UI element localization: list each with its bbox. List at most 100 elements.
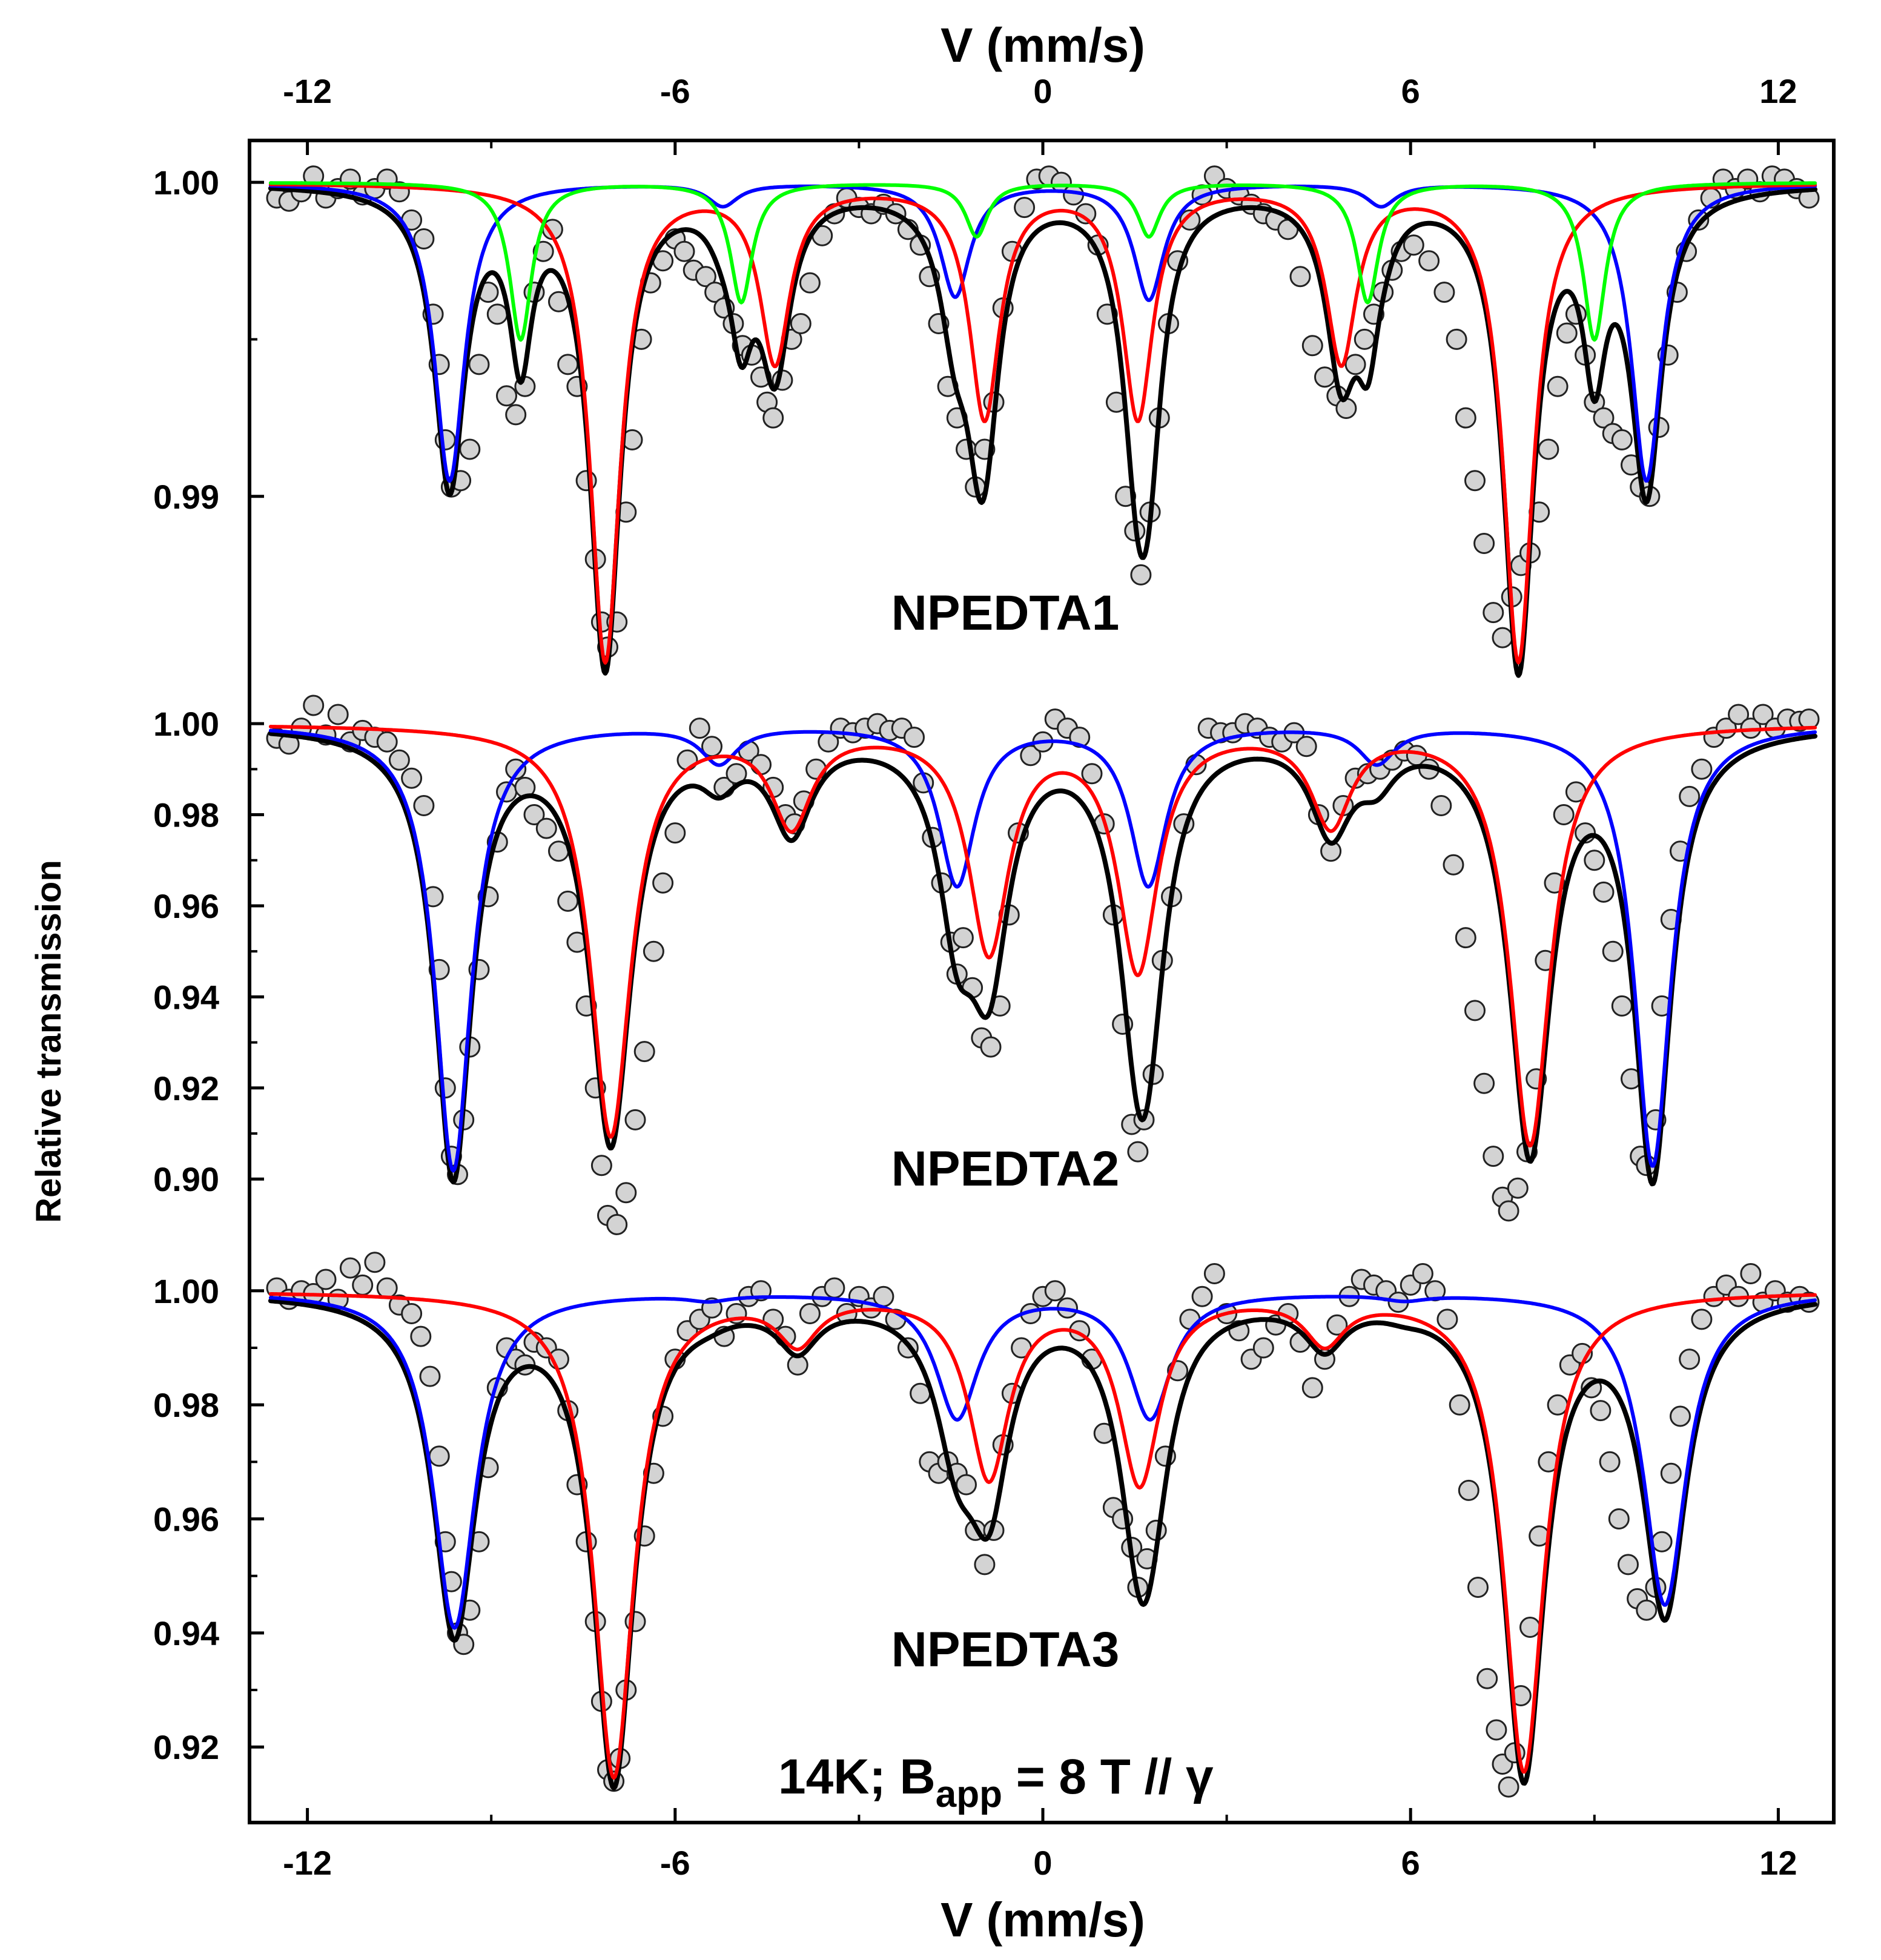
data-point bbox=[1602, 940, 1624, 962]
data-point bbox=[1473, 533, 1495, 554]
data-point bbox=[1670, 1405, 1691, 1427]
data-point bbox=[1014, 197, 1036, 219]
subspectrum-red-line bbox=[268, 182, 1817, 665]
data-point bbox=[1418, 250, 1440, 272]
data-point bbox=[606, 1213, 628, 1235]
data-point bbox=[980, 1036, 1002, 1058]
data-point bbox=[1660, 1462, 1682, 1484]
data-point bbox=[1507, 1177, 1529, 1199]
y-tick-label: 0.98 bbox=[153, 796, 219, 834]
y-tick-label: 0.90 bbox=[153, 1160, 219, 1198]
x-tick-label-bottom: 6 bbox=[1401, 1844, 1420, 1882]
data-point bbox=[496, 385, 517, 407]
data-point bbox=[352, 1274, 374, 1296]
data-point bbox=[1618, 1554, 1639, 1576]
data-point bbox=[1443, 854, 1464, 876]
data-point bbox=[410, 1325, 432, 1347]
data-point bbox=[1335, 398, 1357, 419]
data-point bbox=[695, 266, 716, 288]
data-points-npedta3 bbox=[266, 1252, 1820, 1798]
data-point bbox=[376, 731, 398, 753]
data-point bbox=[1326, 1314, 1348, 1336]
data-point bbox=[1547, 375, 1569, 397]
data-point bbox=[1473, 1072, 1495, 1094]
data-point bbox=[1403, 234, 1424, 256]
data-point bbox=[1538, 438, 1559, 460]
data-point bbox=[615, 1182, 637, 1204]
x-tick-label-top: -6 bbox=[660, 72, 690, 110]
data-point bbox=[1455, 927, 1476, 949]
y-tick-label: 0.98 bbox=[153, 1386, 219, 1424]
x-tick-label-bottom: 0 bbox=[1033, 1844, 1052, 1882]
y-tick-label: 0.99 bbox=[153, 478, 219, 516]
y-tick-label: 0.92 bbox=[153, 1069, 219, 1107]
data-point bbox=[633, 1041, 655, 1063]
fit-lines-npedta3 bbox=[268, 1292, 1818, 1790]
data-point bbox=[1130, 564, 1152, 586]
total-fit-line bbox=[268, 186, 1818, 678]
subspectrum-red-line bbox=[268, 725, 1817, 1147]
subspectrum-red-line bbox=[268, 1292, 1817, 1780]
conditions-suffix: = 8 T // γ bbox=[1002, 1749, 1214, 1804]
data-point bbox=[956, 1474, 977, 1496]
data-point bbox=[1547, 1394, 1569, 1416]
data-point bbox=[673, 240, 695, 262]
panel-label-npedta1: NPEDTA1 bbox=[891, 586, 1120, 641]
data-point bbox=[1446, 328, 1467, 350]
data-point bbox=[1679, 1348, 1701, 1370]
data-point bbox=[1191, 1285, 1213, 1307]
y-tick-label: 0.94 bbox=[153, 978, 219, 1016]
y-tick-label: 1.00 bbox=[153, 163, 219, 202]
data-point bbox=[1433, 282, 1455, 303]
data-point bbox=[1651, 1531, 1673, 1552]
data-point bbox=[750, 754, 772, 776]
y-tick-label: 1.00 bbox=[153, 705, 219, 743]
data-point bbox=[413, 795, 435, 816]
panel-label-npedta3: NPEDTA3 bbox=[891, 1622, 1120, 1677]
data-point bbox=[1203, 1263, 1225, 1284]
data-point bbox=[1519, 1617, 1541, 1638]
conditions-prefix: 14K; B bbox=[778, 1749, 936, 1804]
data-point bbox=[1556, 322, 1578, 344]
data-point bbox=[1455, 407, 1476, 429]
data-point bbox=[505, 758, 527, 780]
y-tick-label: 0.94 bbox=[153, 1614, 219, 1652]
data-point bbox=[1740, 1263, 1762, 1284]
data-point bbox=[1483, 1146, 1504, 1167]
fit-lines-npedta2 bbox=[268, 725, 1818, 1187]
x-tick-label-top: 0 bbox=[1033, 72, 1052, 110]
x-tick-label-top: 6 bbox=[1401, 72, 1420, 110]
data-point bbox=[315, 1269, 337, 1290]
x-tick-label-bottom: -12 bbox=[283, 1844, 332, 1882]
data-point bbox=[1590, 1400, 1612, 1422]
data-point bbox=[643, 940, 664, 962]
x-tick-label-bottom: 12 bbox=[1759, 1844, 1797, 1882]
data-point bbox=[1679, 785, 1701, 807]
data-point bbox=[1593, 407, 1615, 429]
total-fit-line bbox=[268, 1298, 1818, 1790]
data-point bbox=[459, 438, 481, 460]
data-point bbox=[388, 749, 410, 771]
data-point bbox=[762, 407, 784, 429]
data-point bbox=[676, 749, 698, 771]
data-point bbox=[1798, 708, 1820, 730]
data-point bbox=[1608, 1508, 1630, 1529]
y-tick-label: 0.92 bbox=[153, 1728, 219, 1766]
total-fit-line bbox=[268, 731, 1818, 1187]
data-point bbox=[799, 272, 821, 294]
x-axis-title-top: V (mm/s) bbox=[941, 18, 1145, 72]
data-point bbox=[1449, 1394, 1470, 1416]
data-point bbox=[376, 1277, 398, 1299]
data-point bbox=[1044, 1280, 1066, 1302]
data-point bbox=[401, 767, 423, 789]
data-point bbox=[1498, 1200, 1519, 1222]
data-point bbox=[523, 804, 545, 825]
data-point bbox=[1611, 995, 1633, 1017]
data-point bbox=[364, 1252, 386, 1273]
data-point bbox=[434, 1077, 456, 1099]
data-point bbox=[652, 872, 674, 894]
data-point bbox=[1301, 1377, 1323, 1399]
y-tick-label: 0.96 bbox=[153, 1500, 219, 1539]
data-point bbox=[799, 1303, 821, 1324]
data-point bbox=[624, 1109, 646, 1130]
